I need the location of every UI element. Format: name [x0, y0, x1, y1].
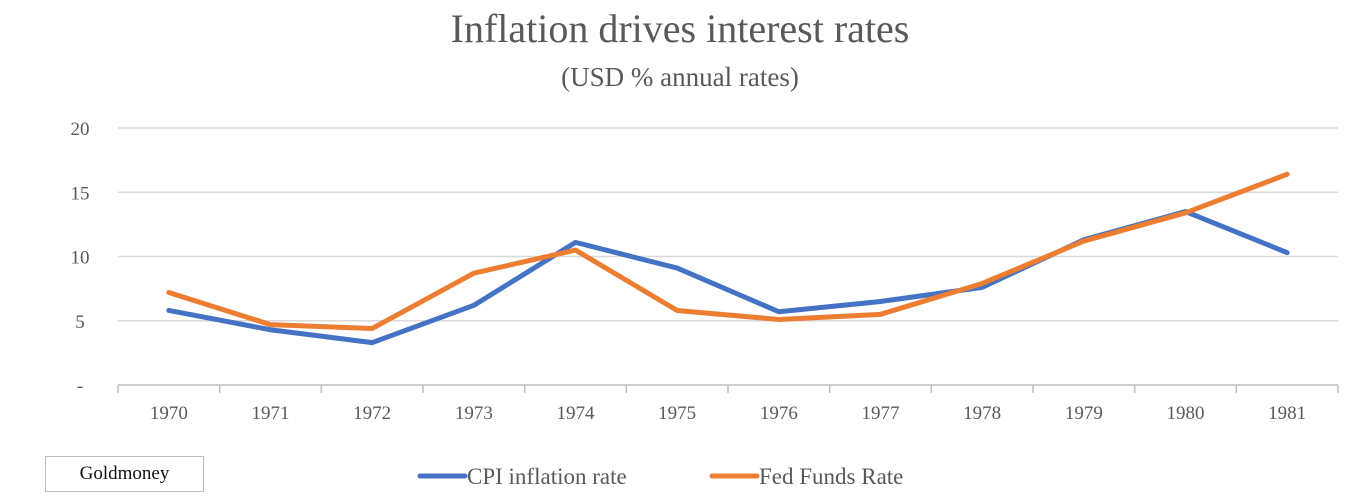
x-tick-label: 1981 [1268, 403, 1306, 424]
chart-subtitle: (USD % annual rates) [561, 62, 799, 92]
x-tick-label: 1980 [1167, 403, 1205, 424]
x-tick-label: 1977 [862, 403, 900, 424]
y-tick-label: 15 [71, 183, 90, 204]
legend-label: CPI inflation rate [467, 464, 627, 489]
x-tick-label: 1971 [252, 403, 290, 424]
x-tick-label: 1972 [353, 403, 391, 424]
y-tick-label: - [77, 376, 83, 397]
legend-label: Fed Funds Rate [759, 464, 903, 489]
x-tick-label: 1979 [1065, 403, 1103, 424]
x-tick-label: 1974 [557, 403, 596, 424]
x-tick-label: 1970 [150, 403, 188, 424]
x-tick-label: 1975 [658, 403, 696, 424]
x-tick-label: 1973 [455, 403, 493, 424]
source-label: Goldmoney [45, 456, 204, 492]
y-tick-label: 10 [71, 248, 90, 269]
series-line-1 [166, 171, 1290, 331]
chart-title: Inflation drives interest rates [451, 6, 910, 51]
y-tick-label: 20 [71, 119, 90, 140]
x-tick-label: 1978 [963, 403, 1001, 424]
y-tick-label: 5 [75, 312, 85, 333]
x-tick-label: 1976 [760, 403, 798, 424]
